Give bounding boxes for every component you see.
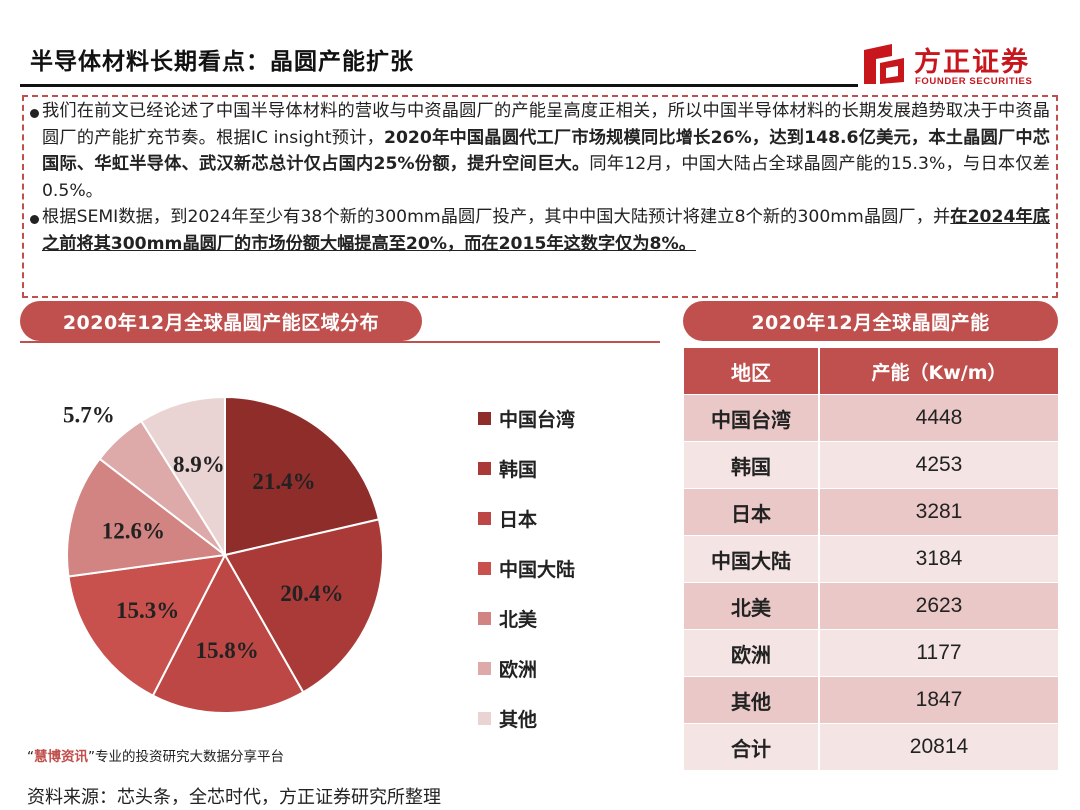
legend-label: 其他 [499,708,538,731]
table-capacity-cell: 4253 [915,453,963,476]
pie-slice-其他 [139,395,226,559]
table-region-cell: 中国台湾 [684,395,820,441]
table-capacity-cell: 2623 [915,594,963,617]
page-title: 半导体材料长期看点：晶圆产能扩张 [30,49,414,75]
table-region-cell: 合计 [684,724,820,770]
legend-label: 北美 [499,608,538,631]
table-capacity-cell: 1177 [916,641,962,664]
summary-paragraph-1: 我们在前文已经论述了中国半导体材料的营收与中资晶圆厂的产能呈高度正相关，所以中国… [42,98,1050,204]
source-footer: 资料来源：芯头条，全芯时代，方正证券研究所整理 [0,779,1080,810]
legend-label: 中国大陆 [499,558,576,581]
pie-data-label: 8.9% [173,452,225,477]
summary-paragraph-2: 根据SEMI数据，到2024年至少有38个新的300mm晶圆厂投产，其中中国大陆… [42,204,1050,257]
founder-logo-icon [864,44,904,84]
table-row: 欧洲 1177 [684,630,1058,677]
table-header-row: 地区 产能（Kw/m） [684,348,1058,395]
legend-item: 韩国 [478,453,537,483]
legend-swatch [478,711,491,725]
legend-swatch [478,411,491,425]
legend-swatch [478,461,491,475]
paragraph-run: 2020年中国晶圆代工厂市场规模同比增长26%，达到148.6亿美元，本土晶圆厂… [42,127,1050,175]
pie-slice-中国台湾 [224,395,381,557]
legend-label: 中国台湾 [499,408,576,431]
table-capacity-cell: 4448 [915,406,963,429]
watermark-highlight: 慧博资讯 [34,749,88,765]
logo-english-name: FOUNDER SECURITIES [915,76,1033,87]
paragraph-run: 在2024年底之前将其300mm晶圆厂的市场份额大幅提高至20%，而在2015年… [42,207,1050,254]
table-region-cell: 日本 [684,489,820,535]
pie-slice-中国大陆 [67,553,227,697]
table-row: 北美 2623 [684,583,1058,630]
logo-name: 方正证券 [914,47,1030,78]
table-row: 其他 1847 [684,677,1058,724]
paragraph-run: 我们在前文已经论述了中国半导体材料的营收与中资晶圆厂的产能呈高度正相关，所以中国… [42,101,1050,148]
title-underline [20,84,858,87]
pie-section-header: 2020年12月全球晶圆产能区域分布 [20,301,422,341]
pie-data-label: 20.4% [280,581,343,606]
pie-data-label: 12.6% [102,519,165,544]
capacity-table: 地区 产能（Kw/m） 中国台湾 4448 韩国 4253 日本 3281 中国大陆 3184 北美… [684,348,1058,771]
bullet-dot-icon [30,215,39,224]
pie-slice-日本 [151,552,305,714]
pie-data-label: 15.3% [116,598,179,623]
legend-swatch [478,511,491,525]
legend-label: 韩国 [499,458,538,481]
legend-item: 中国大陆 [478,553,575,583]
pie-chart: 21.4% 20.4% 15.8% 15.3% 12.6% 5.7% 8.9% [63,395,384,714]
legend-item: 北美 [478,603,537,633]
bullet-dot-icon [30,109,39,118]
table-row: 日本 3281 [684,489,1058,536]
legend-label: 日本 [499,508,538,531]
table-region-cell: 中国大陆 [684,536,820,582]
table-section-header: 2020年12月全球晶圆产能 [683,301,1058,341]
table-capacity-cell: 1847 [915,688,963,711]
table-header-cell: 产能（Kw/m） [871,361,1007,384]
legend-item: 其他 [478,703,537,733]
paragraph-run: 同年12月，中国大陆占全球晶圆产能的15.3%，与日本仅差0.5%。 [42,154,1050,201]
table-region-cell: 韩国 [684,442,820,488]
pie-data-label: 15.8% [195,638,258,663]
legend-item: 欧洲 [478,653,537,683]
pie-slice-韩国 [223,518,384,694]
table-capacity-cell: 3281 [915,500,963,523]
legend-item: 中国台湾 [478,403,575,433]
table-row: 中国大陆 3184 [684,536,1058,583]
source-note: 资料来源：芯头条，全芯时代，方正证券研究所整理 [27,787,441,808]
table-region-cell: 欧洲 [684,630,820,676]
watermark-text: “慧博资讯”专业的投资研究大数据分享平台 [27,749,284,765]
section-divider [20,341,660,343]
table-capacity-cell: 20814 [909,735,969,758]
legend-label: 欧洲 [499,658,538,681]
table-row: 韩国 4253 [684,442,1058,489]
table-capacity-cell: 3184 [915,547,963,570]
paragraph-run: 根据SEMI数据，到2024年至少有38个新的300mm晶圆厂投产，其中中国大陆… [42,207,951,227]
brand-logo: 方正证券 FOUNDER SECURITIES [862,40,1062,92]
pie-data-label: 5.7% [63,403,115,428]
pie-slice-北美 [66,457,228,578]
table-header-cell: 地区 [684,348,820,394]
pie-data-label: 21.4% [252,469,315,494]
summary-box [22,95,1058,298]
legend-swatch [478,661,491,675]
legend-item: 日本 [478,503,537,533]
table-region-cell: 北美 [684,583,820,629]
legend-swatch [478,611,491,625]
legend-swatch [478,561,491,575]
table-region-cell: 其他 [684,677,820,723]
table-row: 合计 20814 [684,724,1058,771]
table-row: 中国台湾 4448 [684,395,1058,442]
